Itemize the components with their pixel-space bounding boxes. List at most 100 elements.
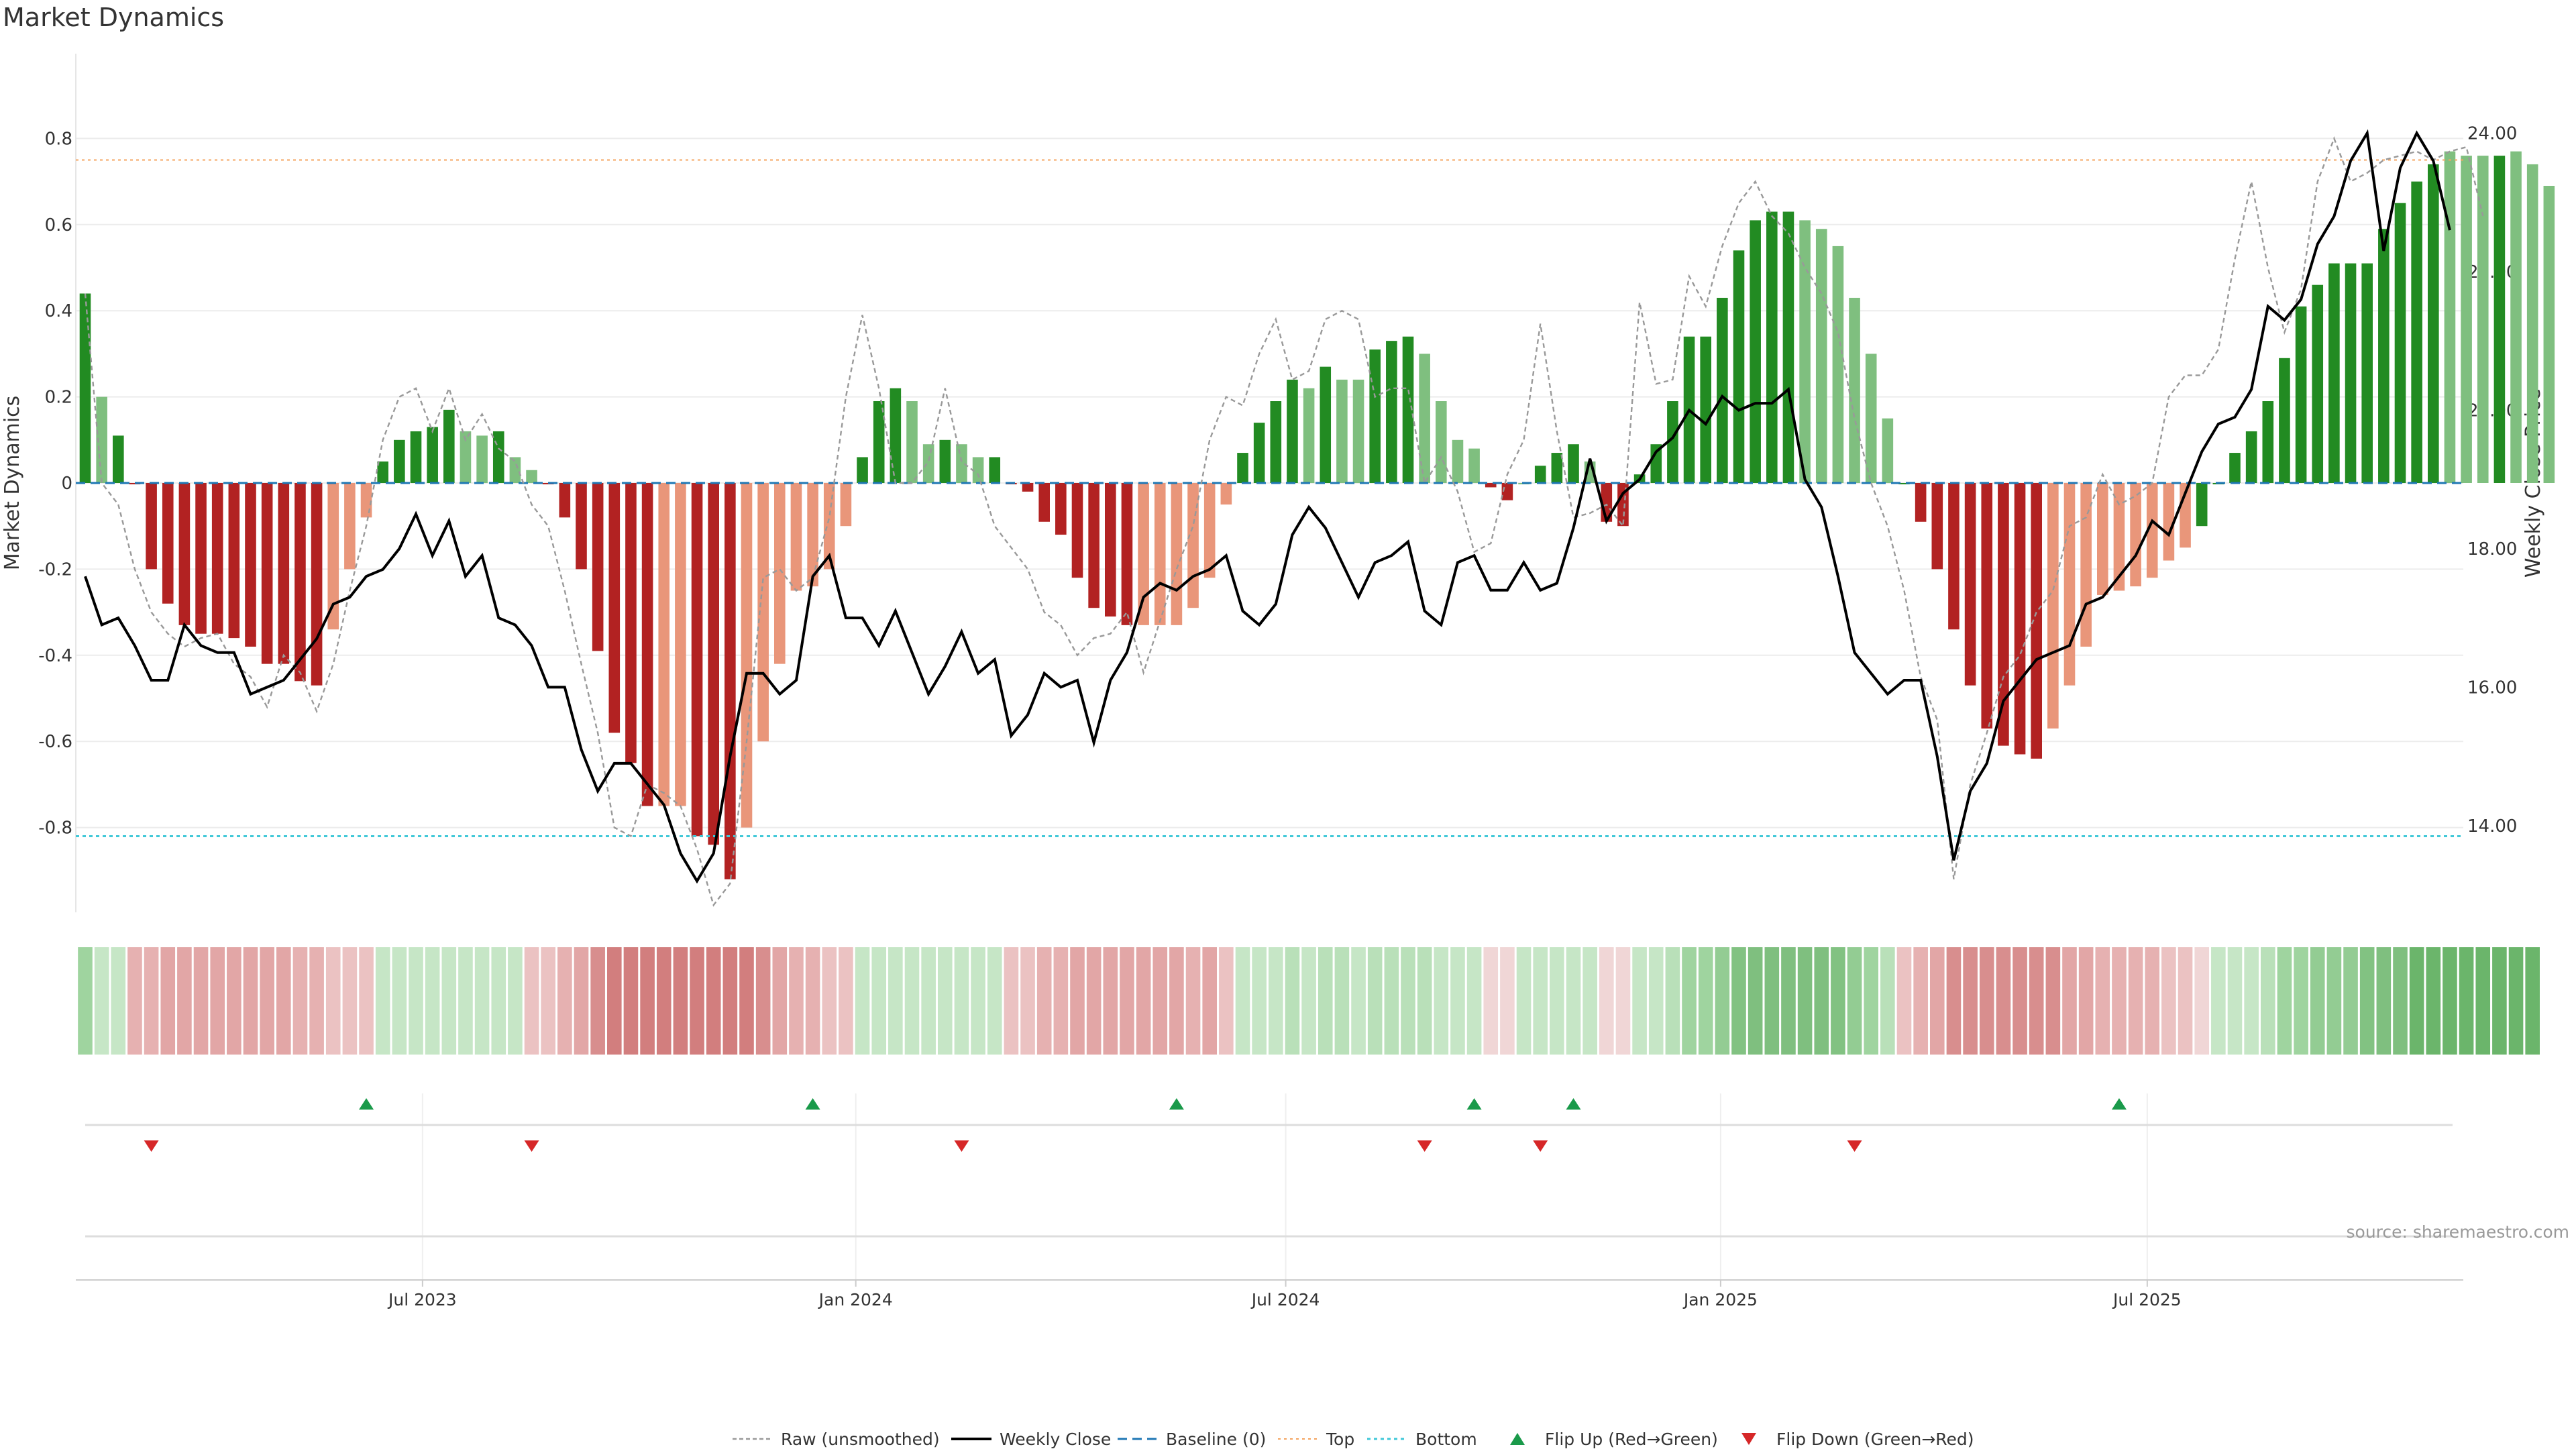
close-line xyxy=(84,129,2451,884)
bar xyxy=(1402,336,1414,483)
bar xyxy=(1419,354,1430,483)
bar xyxy=(2031,483,2042,759)
y-right-tick-label: 18.00 xyxy=(2467,539,2517,559)
heat-cell xyxy=(2128,947,2143,1055)
bar xyxy=(146,483,157,570)
bar xyxy=(178,483,191,625)
bar xyxy=(790,483,802,591)
heat-cell xyxy=(1682,947,1697,1055)
bar xyxy=(1121,483,1133,625)
y-right-tick-label: 14.00 xyxy=(2467,816,2517,837)
heat-cell xyxy=(1136,947,1151,1055)
heat-cell xyxy=(2227,947,2243,1055)
y-right-tick-label: 16.00 xyxy=(2467,678,2517,698)
bar xyxy=(2097,483,2108,595)
heat-cell xyxy=(2310,947,2325,1055)
heat-cell xyxy=(1930,947,1945,1055)
heat-cell xyxy=(1533,947,1548,1055)
bar xyxy=(625,483,637,763)
bar xyxy=(1287,379,1298,483)
heat-cell xyxy=(888,947,903,1055)
bar xyxy=(96,396,107,483)
heat-cell xyxy=(706,947,721,1055)
bar xyxy=(1485,483,1497,488)
heat-cell xyxy=(1219,947,1234,1055)
legend-label-top: Top xyxy=(1326,1430,1354,1449)
bar xyxy=(1038,483,1050,522)
x-tick-label: Jan 2024 xyxy=(818,1290,893,1309)
heat-cell xyxy=(1648,947,1664,1055)
y-left-tick-label: 0.6 xyxy=(45,215,72,235)
bar xyxy=(989,457,1001,483)
bar xyxy=(427,427,438,483)
heat-cell xyxy=(1847,947,1862,1055)
bar xyxy=(79,293,91,483)
heat-cell xyxy=(938,947,953,1055)
bar xyxy=(410,431,422,483)
heat-cell xyxy=(2426,947,2441,1055)
heat-cell xyxy=(690,947,704,1055)
heat-cell xyxy=(1334,947,1350,1055)
bar xyxy=(1700,336,1711,483)
bar xyxy=(1998,483,2009,746)
bar xyxy=(1154,483,1166,625)
bar xyxy=(1237,453,1248,483)
bar xyxy=(807,483,818,587)
heat-cell xyxy=(359,947,374,1055)
bar xyxy=(2229,453,2241,483)
heat-cell xyxy=(1665,947,1680,1055)
heat-cell xyxy=(1053,947,1069,1055)
bar xyxy=(2378,229,2390,483)
heat-cell xyxy=(243,947,258,1055)
heat-cell xyxy=(871,947,886,1055)
heat-cell xyxy=(1963,947,1978,1055)
flip-down-marker xyxy=(524,1140,539,1152)
bar xyxy=(2312,284,2324,483)
heat-cell xyxy=(193,947,209,1055)
bar xyxy=(2411,181,2422,483)
heat-cell xyxy=(2277,947,2292,1055)
heat-cell xyxy=(1896,947,1912,1055)
heat-cell xyxy=(1715,947,1730,1055)
heat-cell xyxy=(1020,947,1035,1055)
raw-line xyxy=(84,136,2484,907)
bar xyxy=(592,483,604,651)
heat-cell xyxy=(2409,947,2424,1055)
bar xyxy=(691,483,703,837)
bar xyxy=(1981,483,1993,729)
chart-title: Market Dynamics xyxy=(3,3,225,32)
heat-cell xyxy=(1913,947,1928,1055)
heat-cell xyxy=(1070,947,1085,1055)
bar xyxy=(261,483,273,664)
bar xyxy=(1105,483,1116,617)
bar xyxy=(2113,483,2125,591)
heat-cell xyxy=(789,947,804,1055)
bar xyxy=(823,483,835,570)
y-left-tick-label: -0.8 xyxy=(38,818,72,839)
bar xyxy=(873,401,885,483)
legend-swatch-flip-up xyxy=(1510,1433,1525,1445)
bar xyxy=(2014,483,2026,755)
heat-cell xyxy=(541,947,555,1055)
bar xyxy=(1882,418,1894,483)
bar xyxy=(840,483,852,527)
heat-cell xyxy=(160,947,176,1055)
heat-cell xyxy=(1036,947,1052,1055)
bar xyxy=(1303,388,1315,483)
heat-cell xyxy=(2376,947,2392,1055)
heat-cell xyxy=(607,947,622,1055)
bar xyxy=(2163,483,2175,561)
bar xyxy=(294,483,306,682)
heat-cell xyxy=(805,947,820,1055)
heat-cell xyxy=(276,947,291,1055)
heat-cell xyxy=(2326,947,2342,1055)
bar xyxy=(1220,483,1232,505)
heat-cell xyxy=(1367,947,1383,1055)
heat-cell xyxy=(590,947,605,1055)
heat-cell xyxy=(1483,947,1499,1055)
y-left-tick-label: 0.8 xyxy=(45,129,72,149)
bar xyxy=(890,388,902,483)
bar xyxy=(1436,401,1447,483)
bar xyxy=(2047,483,2059,729)
heat-cell xyxy=(524,947,539,1055)
